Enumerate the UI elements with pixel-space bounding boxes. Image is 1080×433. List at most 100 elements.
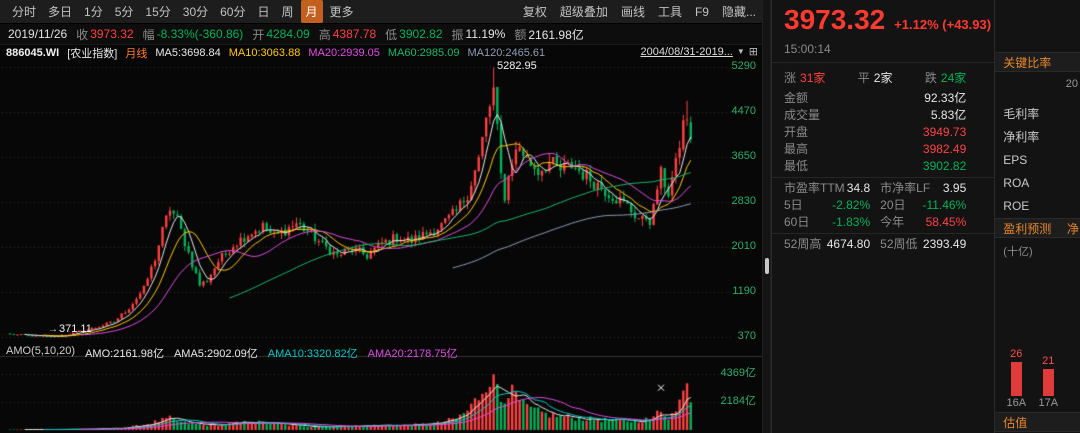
price-axis-label: 3650 (731, 150, 756, 162)
annotation-low-price: →371.11 (48, 323, 92, 335)
toolbar-action-3[interactable]: 工具 (657, 5, 682, 19)
price-change: +1.12% (+43.93) (894, 17, 992, 32)
period-tab-9[interactable]: 月 (300, 0, 323, 23)
section-earnings-forecast-title: 盈利预测 (1003, 222, 1052, 236)
toolbar-action-2[interactable]: 画线 (620, 5, 645, 19)
stat-label: 收 (76, 27, 89, 42)
stats-date: 2019/11/26 (8, 27, 68, 41)
quote-pair-value: 3.95 (942, 181, 967, 195)
quote-pair-label: 52周低 (880, 237, 918, 251)
chart-scrollbar[interactable] (762, 0, 771, 433)
stat-item-4: 低 3902.82 (385, 26, 442, 43)
grid-view-icon[interactable]: ⊞ (748, 46, 758, 58)
forecast-bar-group-0: 26 16A (1006, 258, 1026, 410)
period-label: 月线 (125, 47, 148, 60)
period-tab-0[interactable]: 分时 (12, 5, 37, 19)
quote-pair-label: 52周高 (784, 237, 822, 251)
period-tab-1[interactable]: 多日 (48, 5, 73, 19)
period-tab-4[interactable]: 15分 (145, 5, 171, 19)
quote-pair-label: 市盈率TTM (784, 181, 845, 195)
symbol-name: [农业指数] (67, 47, 118, 60)
period-tab-6[interactable]: 60分 (220, 5, 246, 19)
section-key-ratios[interactable]: 关键比率 (995, 52, 1080, 72)
stat-label: 高 (318, 27, 331, 42)
section-earnings-forecast[interactable]: 盈利预测净 (995, 218, 1080, 238)
stat-label: 开 (252, 27, 265, 42)
year-column-header: 20 (1065, 78, 1078, 90)
quote-rows: 金额 92.33亿 成交量 5.83亿 开盘 3949.73 最高 3982.49 最低 3902… (772, 90, 994, 175)
toolbar-action-1[interactable]: 超级叠加 (559, 5, 608, 19)
ratio-row-0: 毛利率 (1003, 107, 1040, 121)
quote-row: 最低 3902.82 (772, 158, 994, 175)
market-breadth-row: 涨 31家 平 2家 跌 24家 (772, 65, 994, 90)
quote-row-value: 3949.73 (922, 125, 967, 139)
fundamentals-panel: 关键比率 20 毛利率 净利率 EPS ROA ROE 盈利预测净 (十亿) 26 16A… (994, 0, 1080, 433)
toolbar-actions: 复权 超级叠加 画线 工具 F9 隐藏... (523, 3, 756, 20)
amo-label-3: AMA10:3320.82亿 (267, 348, 358, 360)
chevron-down-icon[interactable]: ▼ (736, 47, 745, 56)
quote-pair-cell: 市净率LF 3.95 (880, 180, 966, 197)
period-tab-10[interactable]: 更多 (329, 5, 354, 19)
toolbar-action-5[interactable]: 隐藏... (721, 5, 756, 19)
ma-label-3: MA60:2985.09 (387, 46, 460, 59)
stat-item-0: 收 3973.32 (76, 26, 133, 43)
quote-time: 15:00:14 (784, 42, 831, 56)
unit-label: (十亿) (1003, 246, 1033, 258)
quote-pair-cell: 20日 -11.46% (880, 197, 966, 214)
forecast-bar-chart: 26 16A 21 17A (995, 258, 1080, 410)
stat-value: 2161.98亿 (528, 27, 584, 42)
quote-pair-label: 市净率LF (880, 181, 931, 195)
volume-axis-label: 4369亿 (720, 367, 756, 379)
ratio-row-1: 净利率 (1003, 130, 1040, 144)
amo-label-1: AMO:2161.98亿 (85, 348, 164, 360)
ma-label-4: MA120:2465.61 (467, 46, 546, 59)
breadth-down-value: 24家 (940, 71, 967, 85)
ratio-row-2: EPS (1003, 153, 1028, 167)
quote-pair-label: 今年 (880, 215, 905, 229)
quote-row-label: 最低 (784, 159, 809, 173)
section-valuation[interactable]: 估值 (995, 412, 1080, 432)
quote-row: 最高 3982.49 (772, 141, 994, 158)
period-tab-7[interactable]: 日 (257, 5, 270, 19)
stat-label: 低 (385, 27, 398, 42)
amo-label-4: AMA20:2178.75亿 (367, 348, 458, 360)
period-tab-5[interactable]: 30分 (182, 5, 209, 19)
ma-label-1: MA10:3063.88 (228, 46, 301, 59)
quote-pair-row: 52周高 4674.80 52周低 2393.49 (772, 236, 994, 253)
quote-pair-value: 34.8 (846, 181, 871, 195)
scrollbar-thumb[interactable] (765, 258, 769, 274)
forecast-bar (1042, 368, 1054, 396)
quote-pair-row: 60日 -1.83% 今年 58.45% (772, 214, 994, 231)
forecast-bar-category: 16A (1006, 397, 1027, 409)
stat-value: 11.19% (465, 27, 506, 41)
quote-row-label: 开盘 (784, 125, 809, 139)
quote-pair-rows: 市盈率TTM 34.8 市净率LF 3.95 5日 -2.82% 20日 -11.46% 60日… (772, 180, 995, 253)
quote-pair-value: 4674.80 (826, 237, 871, 251)
stat-item-1: 幅 -8.33%(-360.86) (143, 26, 244, 43)
quote-row-value: 3982.49 (922, 142, 967, 156)
period-tab-2[interactable]: 1分 (84, 5, 103, 19)
toolbar-action-0[interactable]: 复权 (522, 5, 547, 19)
symbol-code: 886045.WI (6, 46, 60, 59)
stat-item-6: 额 2161.98亿 (514, 26, 583, 43)
period-tab-3[interactable]: 5分 (114, 5, 134, 19)
breadth-down-label: 跌 (924, 71, 937, 85)
net-profit-partial-label: 净 (1066, 222, 1079, 236)
toolbar-action-4[interactable]: F9 (694, 4, 709, 19)
chart-area[interactable]: 886045.WI [农业指数] 月线 MA5:3698.84 MA10:3063… (0, 45, 762, 433)
stat-value: -8.33%(-360.86) (156, 27, 244, 41)
forecast-bar-category: 17A (1038, 397, 1059, 409)
period-tab-8[interactable]: 周 (281, 5, 294, 19)
forecast-bar-value: 26 (1010, 348, 1023, 361)
date-range-control[interactable]: 2004/08/31-2019... ▼ ⊞ (640, 45, 759, 59)
stat-value: 3902.82 (399, 27, 443, 41)
date-range-text[interactable]: 2004/08/31-2019... (640, 45, 733, 58)
period-tabs: 分时 多日 1分 5分 15分 30分 60分日周月更多 (6, 0, 360, 23)
price-volume-canvas[interactable] (0, 59, 762, 432)
stat-value: 4284.09 (266, 27, 310, 41)
stat-value: 4387.78 (332, 27, 377, 41)
stat-label: 额 (514, 27, 527, 42)
breadth-up-label: 涨 (784, 71, 797, 85)
breadth-down: 跌 24家 (925, 69, 966, 86)
period-toolbar: 分时 多日 1分 5分 15分 30分 60分日周月更多 复权 超级叠加 画线 工具 F9 隐藏... (0, 0, 762, 24)
